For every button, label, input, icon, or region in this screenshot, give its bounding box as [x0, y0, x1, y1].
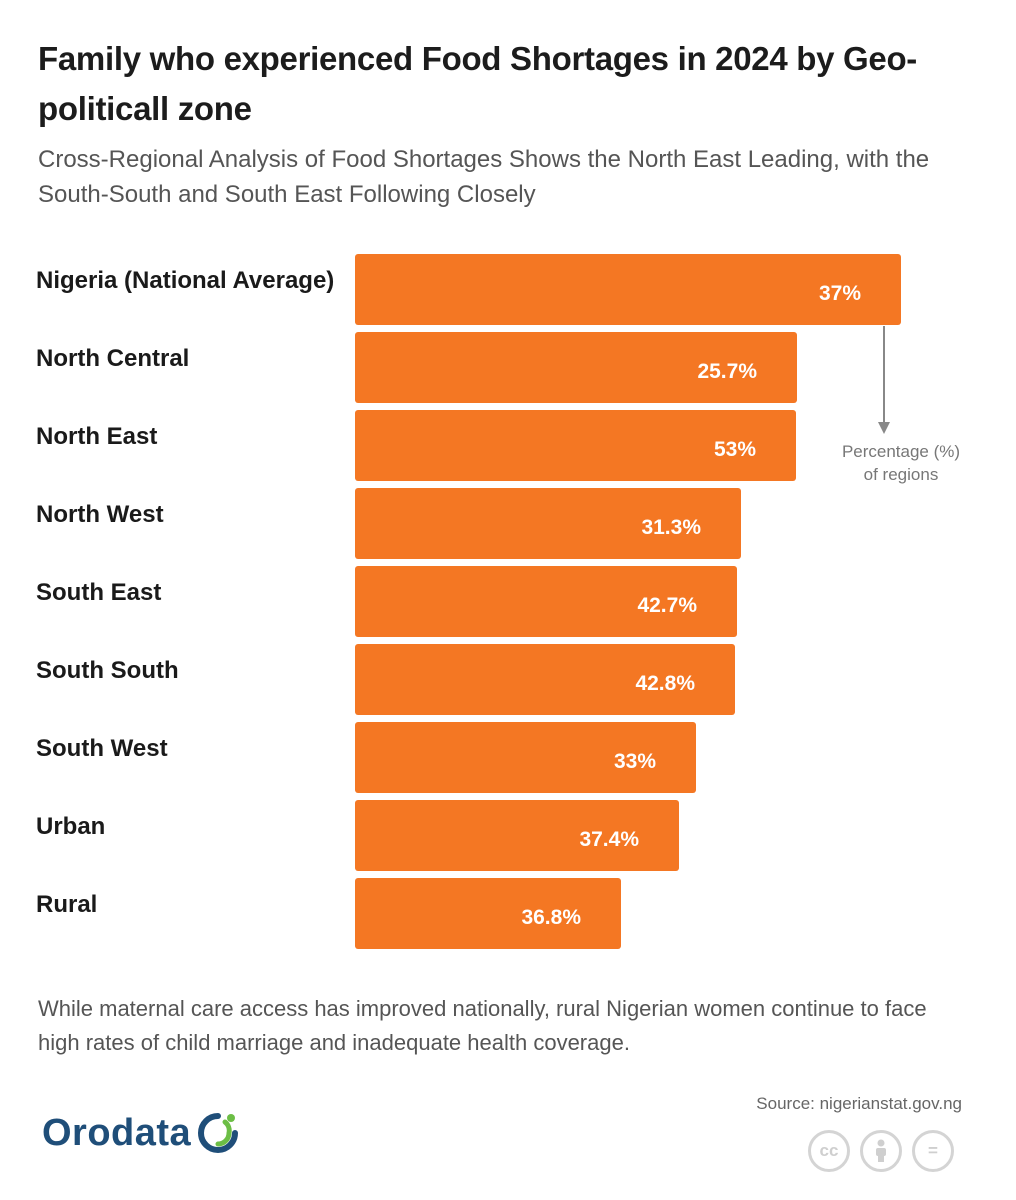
bar-rural: [355, 878, 621, 949]
cc-icon: cc: [808, 1130, 850, 1172]
category-label: South West: [36, 735, 168, 762]
footnote: While maternal care access has improved …: [38, 996, 927, 1055]
chart-subtitle: Cross-Regional Analysis of Food Shortage…: [38, 146, 930, 208]
category-label: North Central: [36, 345, 189, 372]
no-derivatives-equals-icon: =: [912, 1130, 954, 1172]
orodata-logo: Orodata: [42, 1110, 241, 1156]
attribution-person-icon: [860, 1130, 902, 1172]
logo-text: Orodata: [42, 1111, 192, 1154]
bar-north-west: [355, 488, 741, 559]
annotation-arrow: [878, 326, 890, 434]
chart-title: Family who experienced Food Shortages in…: [38, 40, 918, 127]
value-label: 42.7%: [637, 594, 697, 617]
logo-mark-icon: [198, 1113, 239, 1153]
bar-north-east: [355, 410, 796, 481]
category-label: South South: [36, 657, 179, 684]
bar-south-south: [355, 644, 735, 715]
annotation-line-1: Percentage (%): [841, 442, 961, 461]
value-label: 36.8%: [521, 906, 581, 929]
axis-annotation: Percentage (%) of regions: [826, 440, 976, 486]
category-label: Rural: [36, 891, 97, 918]
bar-group: Nigeria (National Average) 37% North Centr…: [36, 254, 901, 949]
value-label: 33%: [614, 750, 656, 773]
category-label: North East: [36, 423, 157, 450]
category-label: South East: [36, 579, 161, 606]
value-label: 53%: [714, 438, 756, 461]
bar-nigeria-national-average: [355, 254, 901, 325]
source-credit: Source: nigerianstat.gov.ng: [756, 1094, 962, 1113]
value-label: 25.7%: [697, 360, 757, 383]
license-icons: cc =: [808, 1130, 954, 1172]
bar-north-central: [355, 332, 797, 403]
value-label: 31.3%: [641, 516, 701, 539]
bar-urban: [355, 800, 679, 871]
value-label: 37%: [819, 282, 861, 305]
bar-south-east: [355, 566, 737, 637]
value-label: 37.4%: [579, 828, 639, 851]
value-label: 42.8%: [635, 672, 695, 695]
category-label: Nigeria (National Average): [36, 267, 334, 294]
category-label: Urban: [36, 813, 105, 840]
annotation-line-2: of regions: [863, 465, 939, 484]
bar-south-west: [355, 722, 696, 793]
category-label: North West: [36, 501, 164, 528]
